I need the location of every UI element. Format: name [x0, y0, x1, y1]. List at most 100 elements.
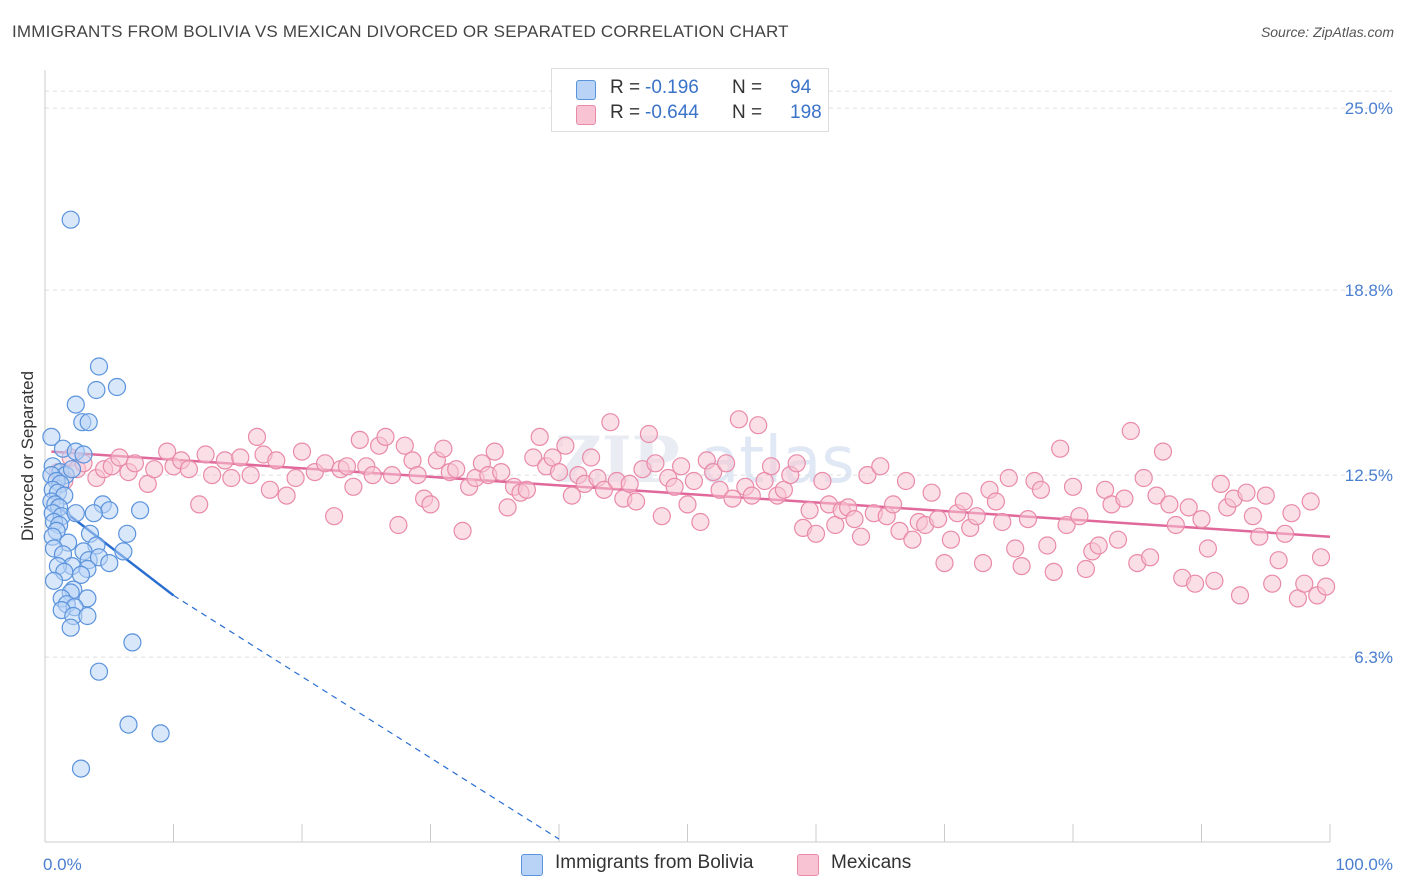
mexican-point: [1185, 574, 1205, 593]
mexican-point: [1205, 571, 1224, 590]
y-axis-label: Divorced or Separated: [18, 371, 37, 541]
mexican-point: [1121, 421, 1140, 441]
mexican-point: [1243, 507, 1263, 526]
bolivia-point: [89, 662, 109, 681]
mexican-point: [973, 553, 993, 573]
mexican-point: [247, 427, 267, 446]
mexican-point: [179, 460, 198, 479]
grid-lines: [45, 90, 1392, 658]
mexican-point: [110, 448, 129, 467]
mexican-point: [729, 410, 749, 429]
mexican-point: [1070, 507, 1089, 526]
mexican-point: [196, 445, 215, 464]
mexican-point: [325, 507, 344, 526]
mexican-point: [1108, 530, 1128, 549]
bolivia-point: [71, 565, 91, 585]
legend-n-label: N =: [732, 102, 763, 123]
mexican-point: [1051, 439, 1070, 458]
mexican-point: [652, 507, 671, 526]
mexican-point: [277, 486, 296, 505]
mexican-point: [1295, 574, 1314, 593]
bottom-legend-label: Mexicans: [831, 852, 912, 873]
mexican-point: [1089, 536, 1108, 555]
mexican-point: [581, 448, 601, 467]
mexican-point: [267, 451, 286, 470]
bolivia-point: [151, 724, 170, 743]
mexican-point: [421, 495, 440, 514]
mexican-point: [485, 442, 504, 461]
mexican-point: [241, 466, 260, 485]
mexican-point: [742, 486, 761, 505]
mexican-point: [993, 512, 1012, 532]
mexican-point: [1316, 577, 1336, 596]
mexican-point: [928, 509, 948, 529]
bolivia-point: [42, 427, 61, 446]
mexican-point: [967, 507, 986, 526]
mexican-point: [639, 424, 659, 444]
mexican-point: [556, 436, 575, 455]
legend-r-label: R =: [610, 102, 641, 123]
bolivia-point: [66, 395, 85, 414]
data-points: [42, 210, 1336, 778]
mexican-point: [562, 486, 582, 505]
legend-r-value: -0.644: [645, 102, 699, 123]
bolivia-point: [100, 501, 119, 520]
bolivia-point: [123, 633, 142, 652]
mexican-point: [800, 501, 819, 520]
mexican-point: [903, 530, 922, 549]
mexican-point: [896, 471, 916, 491]
legend-swatch-mexicans: [576, 105, 596, 125]
mexican-point: [1311, 548, 1331, 567]
mexican-point: [716, 454, 736, 473]
mexican-point: [1237, 483, 1256, 502]
bolivia-point: [62, 460, 82, 479]
bolivia-point: [61, 618, 80, 637]
mexican-point: [710, 480, 729, 499]
chart-title: IMMIGRANTS FROM BOLIVIA VS MEXICAN DIVOR…: [12, 22, 789, 41]
mexican-point: [203, 466, 222, 485]
mexican-point: [530, 427, 549, 446]
mexican-point: [684, 471, 704, 491]
y-tick-label: 25.0%: [1345, 99, 1393, 118]
mexican-point: [350, 430, 369, 449]
bolivia-point: [71, 759, 91, 778]
bolivia-point: [100, 553, 119, 573]
mexican-point: [986, 492, 1006, 511]
mexican-point: [1282, 504, 1301, 523]
legend-n-value: 198: [790, 102, 822, 123]
mexican-point: [922, 483, 941, 502]
mexican-point: [883, 495, 903, 514]
mexican-point: [408, 466, 427, 485]
mexican-point: [1063, 477, 1083, 496]
mexican-point: [395, 436, 414, 455]
mexican-point: [1275, 524, 1295, 543]
mexican-point: [1192, 509, 1211, 529]
mexican-point: [524, 448, 543, 467]
source-credit: Source: ZipAtlas.com: [1260, 24, 1394, 40]
mexican-point: [190, 495, 209, 514]
mexican-point: [678, 495, 697, 514]
bolivia-point: [44, 571, 64, 590]
mexican-point: [1269, 551, 1288, 570]
mexican-point: [1211, 474, 1230, 493]
mexican-point: [858, 466, 877, 485]
tick-labels: 6.3% 12.5% 18.8% 25.0% 0.0% 100.0%: [43, 99, 1393, 874]
mexican-point: [620, 474, 639, 493]
x-tick-label: 100.0%: [1335, 855, 1393, 874]
mexican-point: [1012, 556, 1031, 576]
bottom-legend-swatch-mexicans: [797, 854, 819, 876]
mexican-trend-line: [51, 450, 1331, 538]
mexican-point: [1250, 527, 1269, 546]
bolivia-point: [84, 504, 103, 523]
bolivia-point: [78, 606, 97, 626]
mexican-point: [761, 457, 781, 476]
mexican-point: [434, 439, 453, 458]
mexican-point: [492, 463, 511, 482]
mexican-point: [1230, 586, 1250, 605]
mexican-point: [1153, 442, 1173, 461]
mexican-point: [1115, 489, 1134, 508]
mexican-point: [626, 492, 646, 511]
mexican-point: [1263, 574, 1282, 593]
bolivia-point: [79, 413, 98, 432]
